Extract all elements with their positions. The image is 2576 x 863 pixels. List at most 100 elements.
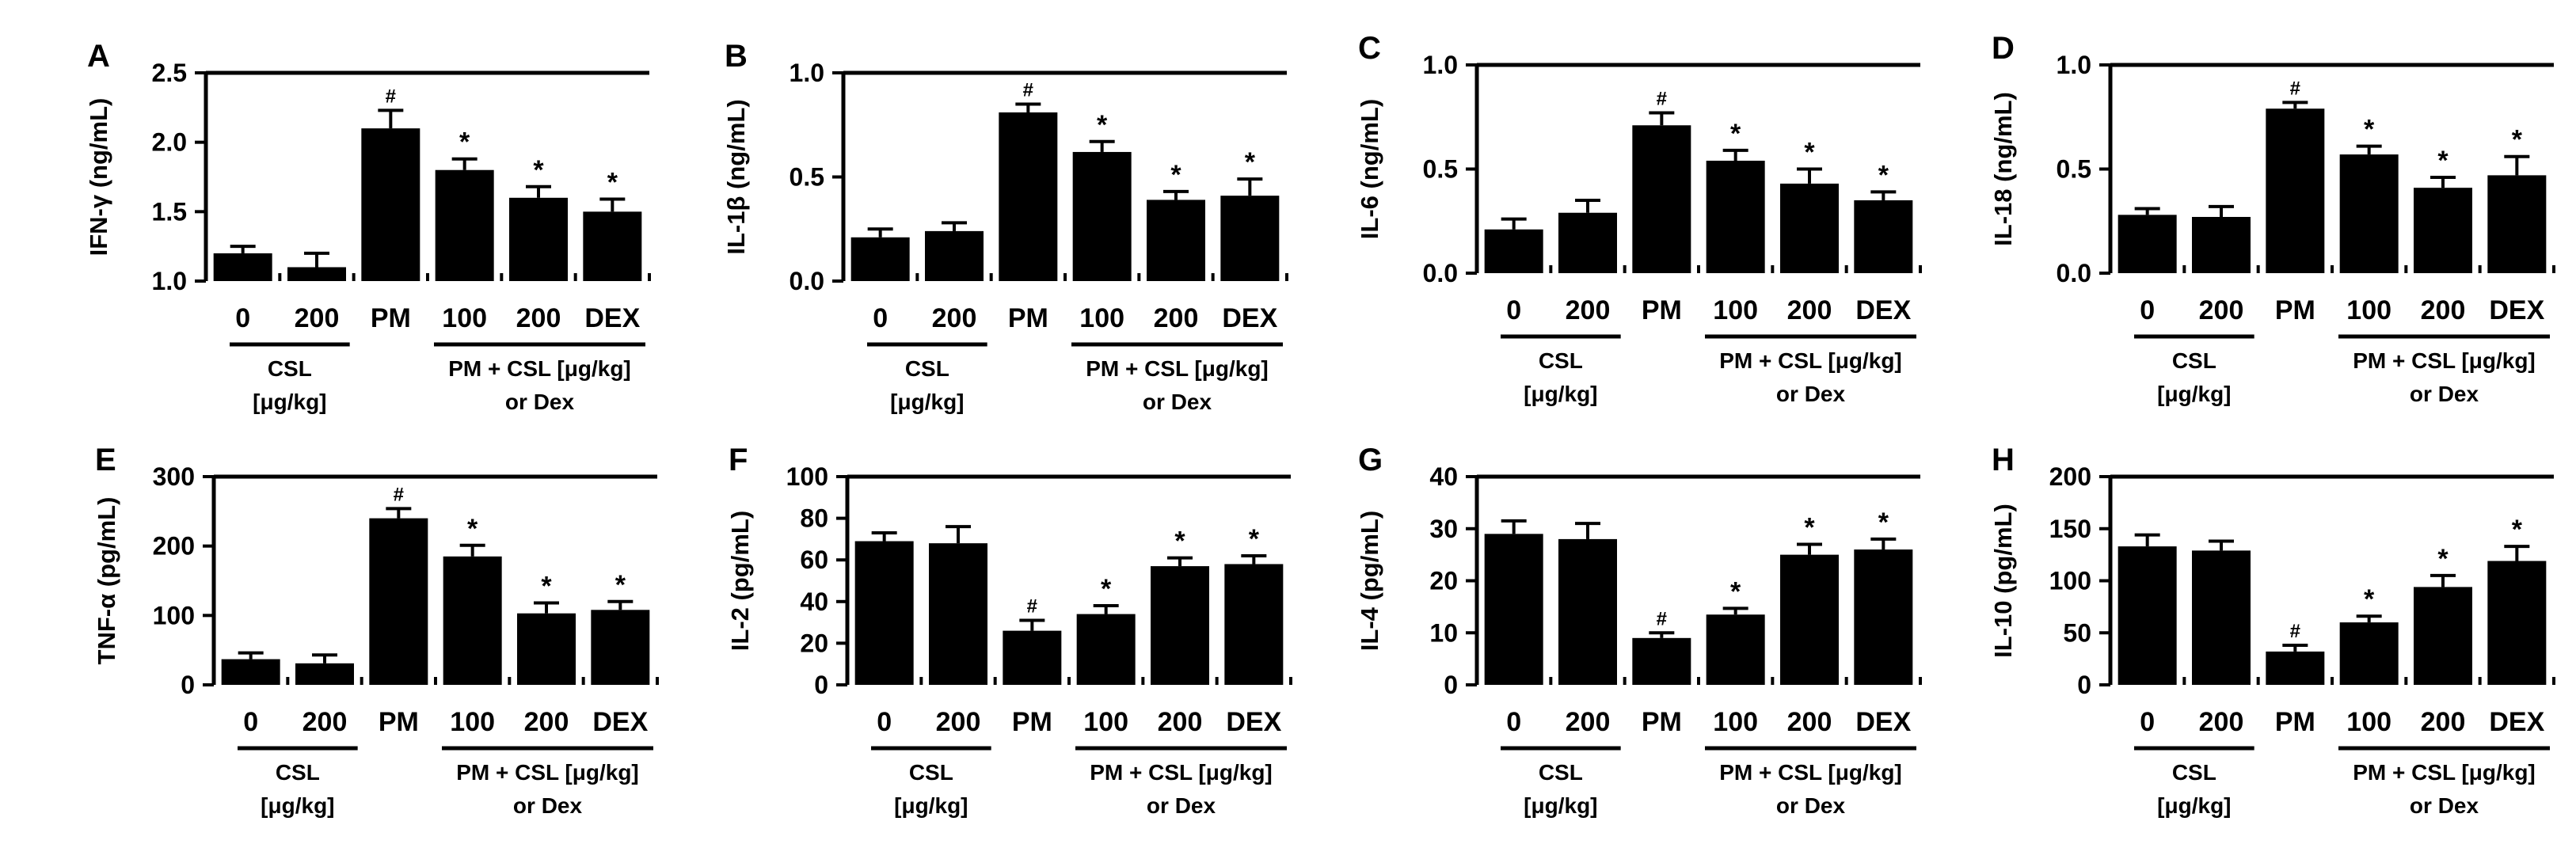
category-label: 200 — [1154, 303, 1199, 333]
bar — [2266, 651, 2325, 685]
group-label-pm: PM + CSL [μg/kg] — [1719, 760, 1902, 785]
group-label-pm-unit: or Dex — [513, 793, 583, 818]
category-label: DEX — [2489, 295, 2544, 325]
panel-b: B 0.0 0.5 1.0 IL-1β (ng/mL) 0 200 # PM * 100 * 200 * D… — [722, 39, 1288, 414]
category-label: 0 — [2140, 295, 2155, 325]
significance-hash: # — [1027, 595, 1037, 617]
bar — [213, 253, 272, 281]
significance-star: * — [1245, 147, 1256, 177]
group-label-pm-unit: or Dex — [1147, 793, 1216, 818]
bar — [1220, 196, 1280, 281]
y-axis-label: IL-10 (pg/mL) — [1989, 504, 2017, 658]
bar — [287, 267, 346, 281]
category-label: 200 — [1787, 707, 1832, 737]
group-label-csl: CSL — [909, 760, 953, 785]
category-label: 100 — [1083, 707, 1128, 737]
y-axis-label: IL-4 (pg/mL) — [1356, 511, 1383, 651]
significance-star: * — [1174, 527, 1185, 557]
group-label-pm-unit: or Dex — [2410, 382, 2479, 406]
bar — [2192, 216, 2251, 273]
y-axis-label: IL-6 (ng/mL) — [1356, 99, 1383, 239]
bar — [1003, 630, 1062, 685]
significance-hash: # — [2290, 78, 2300, 99]
group-label-csl: CSL — [2172, 348, 2216, 373]
panel-letter: D — [1992, 31, 2015, 66]
bar — [850, 237, 910, 281]
bar — [295, 663, 354, 685]
significance-star: * — [467, 514, 478, 544]
category-label: 100 — [2346, 295, 2391, 325]
y-tick-label: 0.5 — [2057, 155, 2091, 184]
y-tick-label: 100 — [153, 601, 195, 629]
bar — [517, 613, 576, 685]
category-label: DEX — [1226, 707, 1281, 737]
significance-star: * — [1804, 138, 1815, 168]
significance-star: * — [1170, 160, 1181, 190]
bar — [1151, 566, 1209, 685]
y-tick-label: 10 — [1429, 618, 1458, 647]
significance-hash: # — [1657, 88, 1667, 109]
category-label: DEX — [1855, 295, 1911, 325]
y-tick-label: 40 — [1429, 462, 1458, 491]
significance-star: * — [2512, 515, 2523, 545]
y-tick-label: 20 — [800, 629, 828, 657]
category-label: 200 — [1158, 707, 1203, 737]
category-label: 200 — [1787, 295, 1832, 325]
group-label-pm-unit: or Dex — [505, 390, 575, 414]
bar — [2339, 154, 2399, 273]
y-tick-label: 1.0 — [152, 267, 187, 295]
category-label: 100 — [2346, 707, 2391, 737]
category-label: 200 — [1566, 707, 1611, 737]
y-tick-label: 20 — [1429, 567, 1458, 595]
bar — [1632, 637, 1691, 685]
group-label-pm: PM + CSL [μg/kg] — [2353, 760, 2536, 785]
y-tick-label: 0.0 — [1423, 259, 1458, 287]
y-axis-label: IFN-γ (ng/mL) — [85, 98, 112, 257]
category-label: 100 — [1079, 303, 1124, 333]
group-label-csl: CSL — [1539, 760, 1583, 785]
bar — [1076, 614, 1136, 685]
category-label: 200 — [302, 707, 348, 737]
category-label: 100 — [1713, 295, 1758, 325]
category-label: PM — [1008, 303, 1048, 333]
bar — [1224, 564, 1284, 685]
bar — [443, 556, 502, 685]
y-tick-label: 200 — [2049, 462, 2091, 491]
category-label: DEX — [592, 707, 648, 737]
significance-star: * — [607, 168, 618, 198]
y-tick-label: 0.5 — [1423, 155, 1458, 184]
y-tick-label: 0 — [1444, 671, 1458, 699]
y-tick-label: 50 — [2063, 618, 2091, 647]
bar — [925, 230, 984, 281]
bar — [2266, 108, 2325, 273]
category-label: 200 — [516, 303, 561, 333]
y-axis-label: IL-1β (ng/mL) — [722, 99, 750, 254]
group-label-pm-unit: or Dex — [1776, 793, 1846, 818]
bar — [369, 518, 428, 685]
significance-star: * — [1101, 574, 1112, 604]
significance-hash: # — [1657, 608, 1667, 629]
category-label: 200 — [2199, 707, 2244, 737]
y-tick-label: 1.0 — [1423, 51, 1458, 79]
y-tick-label: 30 — [1429, 515, 1458, 543]
group-label-pm: PM + CSL [μg/kg] — [1086, 356, 1269, 381]
panel-h: H 0 50 100 150 200 IL-10 (pg/mL) 0 200 # PM * 100 * 20… — [1989, 443, 2555, 818]
category-label: 0 — [877, 707, 892, 737]
panel-letter: H — [1992, 443, 2015, 477]
significance-star: * — [2364, 115, 2375, 145]
significance-star: * — [2437, 544, 2449, 574]
y-axis-label: TNF-α (pg/mL) — [93, 497, 120, 665]
group-label-csl-unit: [μg/kg] — [261, 793, 334, 818]
group-label-csl: CSL — [2172, 760, 2216, 785]
bar — [1072, 151, 1132, 281]
group-label-csl-unit: [μg/kg] — [890, 390, 964, 414]
bar — [221, 659, 280, 685]
bar — [1484, 534, 1543, 685]
group-label-pm: PM + CSL [μg/kg] — [448, 356, 631, 381]
category-label: PM — [2275, 295, 2315, 325]
y-tick-label: 150 — [2049, 515, 2091, 543]
category-label: 200 — [524, 707, 569, 737]
bar — [999, 112, 1058, 281]
y-tick-label: 40 — [800, 587, 828, 616]
